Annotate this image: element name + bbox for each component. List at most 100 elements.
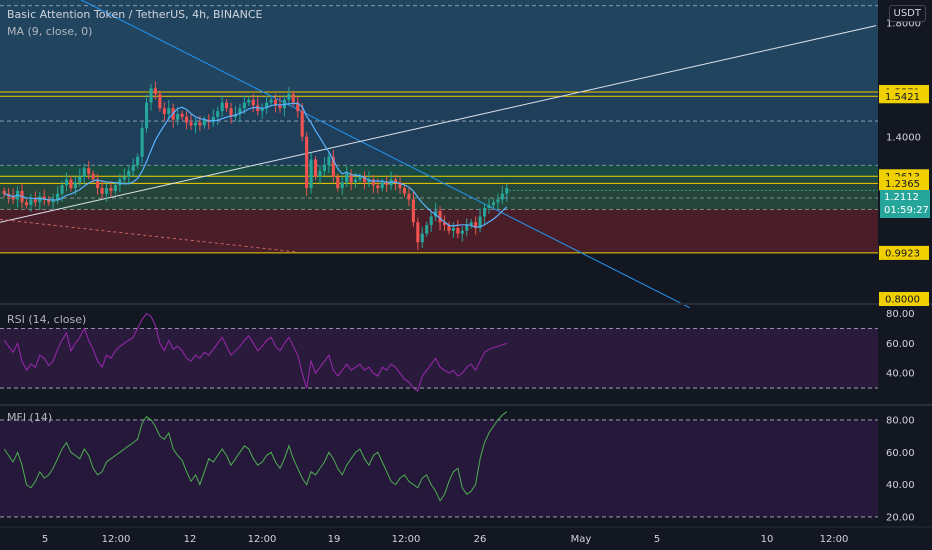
- candle-body: [202, 119, 206, 126]
- candle-body: [407, 193, 411, 200]
- candle-body: [87, 168, 91, 174]
- mfi-axis-tick: 20.00: [886, 512, 915, 523]
- current-price-tag: 1.2112 01:59:27: [880, 190, 930, 218]
- candle-body: [247, 99, 251, 103]
- candle-body: [358, 176, 362, 180]
- candle-body: [11, 196, 15, 200]
- candle-body: [73, 182, 77, 189]
- candle-body: [185, 116, 189, 123]
- time-axis-tick: May: [571, 534, 592, 545]
- time-axis-bg: [0, 527, 932, 550]
- candle-body: [327, 156, 331, 166]
- candle-body: [402, 188, 407, 194]
- mfi-axis-tick: 40.00: [886, 480, 915, 491]
- candle-body: [345, 173, 349, 183]
- candle-body: [420, 233, 424, 243]
- candle-body: [149, 88, 153, 103]
- candle-body: [438, 210, 442, 223]
- candle-body: [456, 227, 460, 234]
- candle-body: [434, 210, 438, 217]
- candle-body: [447, 225, 451, 231]
- candle-body: [60, 185, 64, 194]
- candle-body: [131, 165, 135, 171]
- candle-body: [371, 179, 375, 186]
- current-price: 1.2112: [884, 192, 919, 203]
- candle-body: [189, 122, 193, 126]
- candle-body: [362, 176, 367, 183]
- candle-body: [394, 179, 398, 183]
- currency-selector[interactable]: USDT: [888, 5, 926, 22]
- candle-body: [269, 99, 273, 103]
- candle-body: [229, 108, 233, 117]
- mfi-band-fill: [0, 419, 878, 517]
- time-axis-tick: 19: [328, 534, 341, 545]
- candle-body: [478, 216, 482, 228]
- candle-body: [225, 102, 229, 109]
- candle-body: [380, 182, 384, 189]
- level-price-tag: 0.8000: [879, 292, 929, 306]
- candle-body: [349, 173, 353, 183]
- candle-body: [496, 199, 500, 203]
- candle-body: [416, 222, 420, 243]
- candle-body: [460, 230, 464, 234]
- candle-body: [2, 190, 6, 194]
- time-axis-tick: 10: [761, 534, 774, 545]
- candle-body: [425, 225, 429, 234]
- candle-body: [273, 99, 278, 106]
- candle-body: [256, 105, 260, 112]
- candle-body: [265, 102, 269, 109]
- candle-body: [211, 116, 215, 123]
- candle-body: [69, 179, 73, 189]
- candle-body: [296, 102, 300, 112]
- candle-body: [153, 88, 157, 95]
- price-zone: [0, 180, 878, 210]
- candle-body: [500, 193, 504, 200]
- moving-average-line: [4, 102, 508, 228]
- candle-body: [367, 179, 371, 183]
- candle-body: [309, 159, 313, 189]
- candle-body: [33, 199, 37, 203]
- candle-body: [251, 99, 255, 106]
- candle-body: [136, 156, 140, 166]
- candle-body: [216, 111, 220, 117]
- mfi-line: [3, 411, 508, 502]
- rsi-axis-tick: 40.00: [886, 369, 915, 380]
- candle-body: [469, 222, 473, 226]
- level-tag-bg: [879, 292, 929, 306]
- time-axis-tick: 12:00: [392, 534, 421, 545]
- candle-body: [487, 205, 491, 208]
- rsi-line: [3, 312, 507, 392]
- candle-body: [78, 176, 82, 183]
- candle-body: [465, 225, 469, 231]
- candle-body: [82, 168, 86, 177]
- candle-body: [64, 179, 69, 186]
- candle-body: [167, 108, 171, 114]
- candle-body: [398, 182, 402, 189]
- mfi-indicator-label[interactable]: MFI (14): [7, 411, 53, 424]
- time-axis-tick: 12:00: [248, 534, 277, 545]
- ma-indicator-label[interactable]: MA (9, close, 0): [7, 25, 93, 38]
- rsi-axis-tick: 60.00: [886, 339, 915, 350]
- candle-body: [38, 196, 42, 203]
- level-tag-bg: [879, 176, 929, 191]
- level-tag-label: 1.5421: [885, 92, 920, 103]
- candle-body: [96, 179, 100, 189]
- candle-body: [176, 113, 180, 120]
- candle-body: [305, 136, 309, 189]
- rsi-indicator-label[interactable]: RSI (14, close): [7, 313, 87, 326]
- price-axis-tick: 1.8000: [886, 18, 921, 29]
- candle-body: [127, 170, 131, 177]
- candle-body: [104, 188, 109, 194]
- candle-body: [29, 199, 33, 206]
- candle-body: [376, 185, 380, 189]
- candle-body: [354, 179, 358, 183]
- price-zone: [0, 165, 878, 181]
- symbol-title: Basic Attention Token / TetherUS, 4h, BI…: [7, 8, 263, 21]
- candle-body: [340, 182, 344, 189]
- candle-body: [193, 122, 198, 126]
- candle-body: [291, 94, 295, 103]
- time-axis-tick: 26: [474, 534, 487, 545]
- bar-countdown: 01:59:27: [884, 205, 929, 216]
- rsi-axis-tick: 80.00: [886, 309, 915, 320]
